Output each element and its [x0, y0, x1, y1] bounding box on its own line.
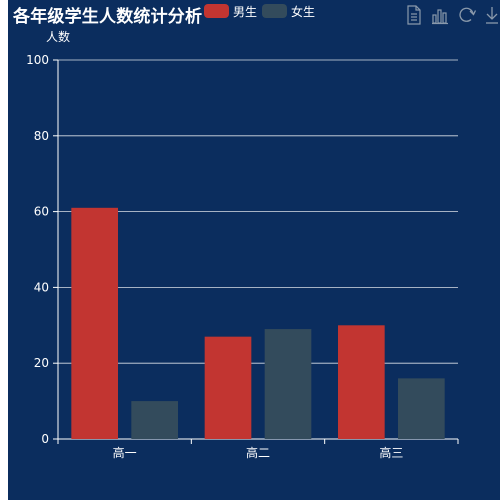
- y-tick-label: 80: [34, 129, 49, 143]
- bar-male-1: [71, 207, 118, 439]
- legend-label-male: 男生: [233, 4, 258, 19]
- legend-label-female: 女生: [291, 4, 316, 19]
- data-view-icon[interactable]: [405, 5, 423, 25]
- restore-icon[interactable]: [457, 5, 477, 25]
- legend-item-male[interactable]: 男生: [204, 4, 258, 19]
- y-tick-label: 100: [26, 53, 49, 67]
- y-axis-label: 人数: [46, 29, 70, 44]
- x-tick-label: 高一: [113, 445, 137, 460]
- download-icon[interactable]: [484, 5, 500, 25]
- y-tick-label: 40: [34, 280, 49, 294]
- bar-female-3: [398, 378, 445, 439]
- legend-swatch-female: [262, 4, 287, 18]
- legend-swatch-male: [204, 4, 229, 18]
- bar-male-3: [338, 325, 385, 439]
- legend-item-female[interactable]: 女生: [262, 4, 316, 19]
- y-tick-label: 60: [34, 205, 49, 219]
- bar-male-2: [204, 336, 252, 439]
- toolbox: [405, 5, 500, 25]
- x-tick-label: 高三: [379, 445, 403, 460]
- x-tick-label: 高二: [246, 445, 270, 460]
- bar-chart-icon[interactable]: [431, 5, 449, 25]
- chart-title: 各年级学生人数统计分析: [13, 7, 203, 27]
- y-tick-label: 0: [41, 432, 49, 446]
- y-tick-label: 20: [34, 356, 49, 370]
- bar-female-1: [131, 401, 178, 439]
- bar-female-2: [264, 329, 312, 439]
